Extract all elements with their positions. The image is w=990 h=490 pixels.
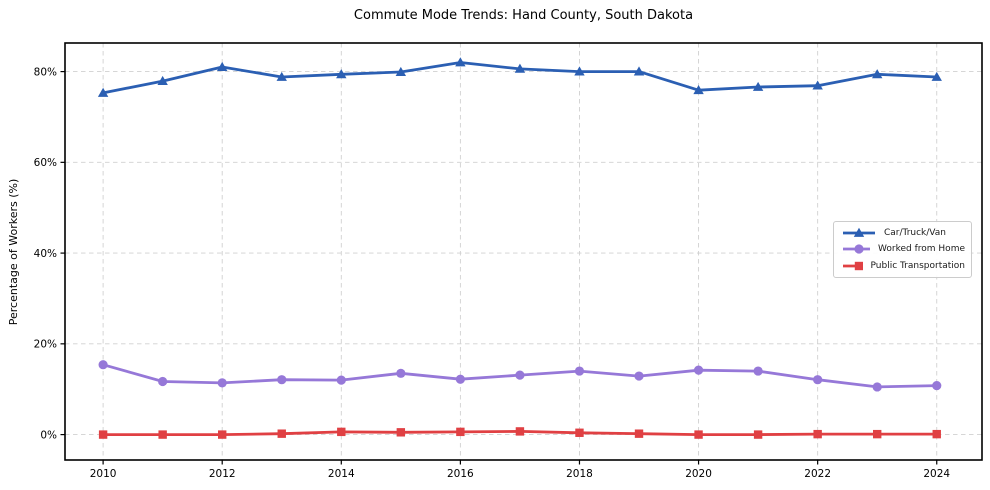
triangle-marker [693, 84, 704, 95]
x-tick-label: 2022 [804, 468, 831, 480]
legend-marker-circle-icon [843, 244, 871, 255]
square-marker [932, 429, 941, 439]
circle-marker [336, 375, 346, 385]
triangle-marker [455, 57, 466, 67]
circle-marker [932, 380, 942, 391]
circle-marker [217, 378, 227, 388]
y-tick-label: 0% [40, 429, 57, 441]
triangle-marker [336, 69, 347, 79]
circle-marker [634, 371, 644, 381]
legend-entry-worked-from-home: Worked from Home [842, 241, 965, 257]
legend-marker-square-icon [843, 261, 863, 271]
y-tick-label: 60% [34, 157, 57, 169]
x-tick-label: 2014 [328, 468, 355, 480]
circle-marker [455, 374, 465, 384]
triangle-marker [853, 227, 865, 238]
circle-marker [872, 382, 882, 392]
legend-entry-public-transportation: Public Transportation [842, 258, 965, 274]
series-car-truck-van [97, 57, 942, 97]
triangle-marker [633, 66, 645, 76]
legend-label: Public Transportation [870, 260, 965, 271]
square-marker [396, 428, 406, 437]
x-tick-label: 2012 [209, 468, 236, 480]
triangle-marker [217, 61, 228, 71]
x-tick-label: 2016 [447, 468, 474, 480]
square-marker [515, 427, 525, 436]
circle-marker [515, 370, 525, 380]
x-tick-label: 2024 [923, 468, 950, 480]
triangle-marker [97, 87, 109, 97]
square-marker [218, 430, 227, 439]
circle-marker [854, 244, 864, 255]
chart-title: Commute Mode Trends: Hand County, South … [353, 8, 694, 23]
triangle-marker [812, 80, 823, 90]
square-marker [337, 427, 346, 437]
x-tick-label: 2020 [685, 468, 712, 480]
y-tick-label: 20% [34, 339, 57, 351]
legend-label: Car/Truck/Van [884, 228, 946, 239]
x-tick-label: 2010 [90, 468, 117, 480]
triangle-marker [574, 66, 585, 76]
square-marker [753, 430, 763, 439]
circle-marker [396, 368, 406, 378]
square-marker [873, 429, 882, 439]
square-marker [694, 430, 703, 439]
square-marker [456, 427, 465, 437]
triangle-marker [931, 71, 942, 81]
series-public-transportation [98, 427, 941, 439]
circle-marker [277, 375, 287, 385]
square-marker [813, 429, 822, 439]
series-worked-from-home [98, 360, 942, 392]
legend-entry-car-truck-van: Car/Truck/Van [842, 225, 965, 241]
x-tick-label: 2018 [566, 468, 593, 480]
square-marker [575, 428, 584, 437]
triangle-marker [276, 71, 287, 81]
circle-marker [753, 366, 763, 376]
square-marker [854, 261, 863, 271]
circle-marker [98, 360, 108, 370]
square-marker [158, 430, 167, 439]
legend-label: Worked from Home [878, 244, 965, 255]
circle-marker [693, 365, 704, 375]
legend-marker-triangle-icon [843, 227, 875, 238]
circle-marker [813, 375, 823, 385]
triangle-marker [157, 75, 168, 86]
circle-marker [158, 376, 168, 387]
triangle-marker [395, 66, 407, 76]
triangle-marker [752, 81, 764, 91]
circle-marker [574, 366, 585, 376]
square-marker [634, 429, 644, 438]
triangle-marker [514, 63, 526, 73]
y-tick-label: 80% [34, 66, 57, 78]
legend: Car/Truck/Van Worked from Home Public Tran… [833, 221, 972, 278]
square-marker [98, 430, 108, 439]
plot-border [64, 42, 983, 461]
triangle-marker [872, 69, 883, 79]
square-marker [277, 429, 286, 438]
y-tick-label: 40% [34, 248, 57, 260]
